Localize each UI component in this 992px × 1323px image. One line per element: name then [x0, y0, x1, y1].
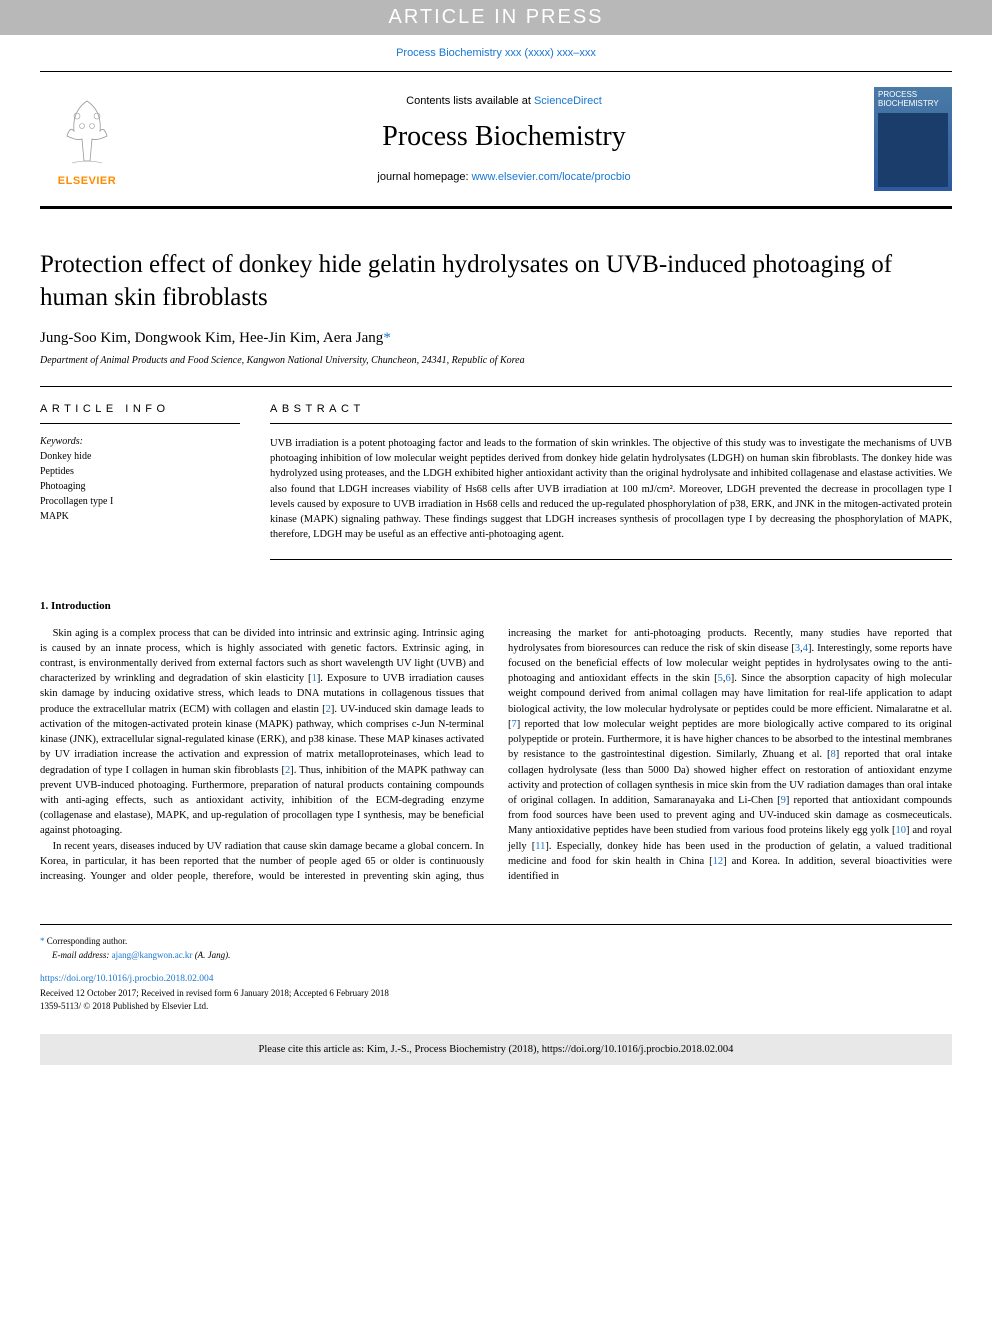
introduction-section: 1. Introduction Skin aging is a complex …: [40, 600, 952, 885]
intro-heading: 1. Introduction: [40, 600, 952, 612]
publisher-logo: ELSEVIER: [40, 84, 134, 194]
footer: * Corresponding author. E-mail address: …: [40, 924, 952, 1013]
article-in-press-banner: ARTICLE IN PRESS: [0, 0, 992, 35]
keywords-label: Keywords:: [40, 436, 240, 447]
info-abstract-row: ARTICLE INFO Keywords: Donkey hide Pepti…: [40, 386, 952, 560]
corresponding-author: * Corresponding author.: [40, 935, 952, 949]
elsevier-tree-icon: [52, 91, 122, 171]
publisher-name: ELSEVIER: [58, 175, 116, 187]
intro-text: Skin aging is a complex process that can…: [40, 626, 952, 885]
ref-link[interactable]: 11: [535, 841, 545, 852]
abstract: ABSTRACT UVB irradiation is a potent pho…: [270, 403, 952, 560]
authors: Jung-Soo Kim, Dongwook Kim, Hee-Jin Kim,…: [40, 330, 952, 347]
journal-name: Process Biochemistry: [134, 121, 874, 153]
email-suffix: (A. Jang).: [192, 950, 230, 960]
ref-link[interactable]: 10: [895, 825, 906, 836]
corr-text: Corresponding author.: [45, 936, 128, 946]
keyword-item: Procollagen type I: [40, 494, 240, 509]
copyright-line: 1359-5113/ © 2018 Published by Elsevier …: [40, 1000, 952, 1014]
citation-link[interactable]: Process Biochemistry xxx (xxxx) xxx–xxx: [396, 47, 596, 59]
cover-title: PROCESS BIOCHEMISTRY: [878, 91, 948, 109]
sciencedirect-link[interactable]: ScienceDirect: [534, 95, 602, 107]
ref-link[interactable]: 12: [713, 856, 724, 867]
article-info-heading: ARTICLE INFO: [40, 403, 240, 424]
cite-box: Please cite this article as: Kim, J.-S.,…: [40, 1034, 952, 1065]
doi-link[interactable]: https://doi.org/10.1016/j.procbio.2018.0…: [40, 972, 952, 986]
contents-prefix: Contents lists available at: [406, 95, 534, 107]
homepage-link[interactable]: www.elsevier.com/locate/procbio: [472, 171, 631, 183]
article-title: Protection effect of donkey hide gelatin…: [40, 249, 952, 314]
homepage-line: journal homepage: www.elsevier.com/locat…: [134, 171, 874, 183]
article-info: ARTICLE INFO Keywords: Donkey hide Pepti…: [40, 403, 240, 560]
keyword-item: Peptides: [40, 464, 240, 479]
journal-cover: PROCESS BIOCHEMISTRY: [874, 87, 952, 191]
article-body: Protection effect of donkey hide gelatin…: [0, 209, 992, 904]
affiliation: Department of Animal Products and Food S…: [40, 355, 952, 366]
abstract-text: UVB irradiation is a potent photoaging f…: [270, 436, 952, 560]
keyword-item: Donkey hide: [40, 449, 240, 464]
keyword-item: Photoaging: [40, 479, 240, 494]
received-line: Received 12 October 2017; Received in re…: [40, 987, 952, 1001]
abstract-heading: ABSTRACT: [270, 403, 952, 424]
corr-marker: *: [383, 330, 391, 346]
citation-line: Process Biochemistry xxx (xxxx) xxx–xxx: [0, 35, 992, 71]
authors-list: Jung-Soo Kim, Dongwook Kim, Hee-Jin Kim,…: [40, 330, 383, 346]
email-label: E-mail address:: [52, 950, 112, 960]
email-link[interactable]: ajang@kangwon.ac.kr: [112, 950, 193, 960]
cover-image: [878, 113, 948, 187]
contents-line: Contents lists available at ScienceDirec…: [134, 95, 874, 107]
homepage-prefix: journal homepage:: [377, 171, 471, 183]
email-line: E-mail address: ajang@kangwon.ac.kr (A. …: [52, 949, 952, 963]
journal-header: ELSEVIER Contents lists available at Sci…: [40, 71, 952, 209]
header-center: Contents lists available at ScienceDirec…: [134, 95, 874, 183]
keyword-item: MAPK: [40, 509, 240, 524]
